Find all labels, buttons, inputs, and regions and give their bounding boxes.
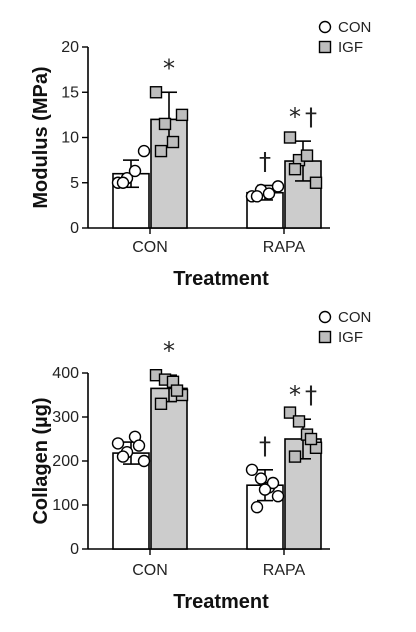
annotation-dagger: † bbox=[259, 432, 271, 460]
data-point bbox=[288, 450, 302, 463]
data-point bbox=[258, 483, 272, 496]
data-point bbox=[132, 439, 146, 452]
data-point bbox=[288, 162, 302, 176]
legend-marker-square bbox=[318, 330, 332, 344]
data-point bbox=[137, 144, 151, 158]
legend-label: CON bbox=[338, 19, 371, 36]
data-point bbox=[254, 472, 268, 485]
data-point bbox=[128, 164, 142, 178]
data-point bbox=[170, 384, 184, 397]
legend-label: CON bbox=[338, 309, 371, 326]
annotation-asterisk: * bbox=[163, 54, 175, 82]
bar bbox=[150, 118, 188, 229]
data-point bbox=[158, 117, 172, 131]
legend-label: IGF bbox=[338, 329, 363, 346]
data-point bbox=[116, 450, 130, 463]
data-point bbox=[283, 131, 297, 144]
x-axis-label: Treatment bbox=[173, 591, 269, 613]
y-tick-label: 300 bbox=[52, 409, 79, 426]
data-point bbox=[283, 406, 297, 419]
annotation-dagger: † bbox=[305, 381, 317, 409]
y-tick-label: 0 bbox=[70, 541, 79, 558]
legend-label: IGF bbox=[338, 39, 363, 56]
annotation-dagger: † bbox=[305, 103, 317, 131]
data-point bbox=[304, 432, 318, 446]
annotation-dagger: † bbox=[259, 147, 271, 175]
annotation-asterisk: * bbox=[289, 103, 301, 131]
y-axis-label: Collagen (µg) bbox=[30, 397, 52, 524]
x-tick-label: CON bbox=[132, 239, 168, 256]
y-tick-label: 100 bbox=[52, 497, 79, 514]
y-tick-label: 0 bbox=[70, 220, 79, 237]
legend-marker-circle bbox=[318, 310, 332, 324]
bar bbox=[112, 452, 150, 550]
y-axis-label: Modulus (MPa) bbox=[30, 66, 52, 208]
x-axis-label: Treatment bbox=[173, 268, 269, 290]
data-point bbox=[271, 180, 285, 193]
data-point bbox=[166, 135, 180, 149]
data-point bbox=[137, 454, 151, 468]
data-point bbox=[245, 463, 259, 476]
data-point bbox=[309, 176, 323, 189]
legend-marker-square bbox=[318, 40, 332, 54]
data-point bbox=[271, 490, 285, 503]
x-tick-label: CON bbox=[132, 562, 168, 579]
y-tick-label: 5 bbox=[70, 175, 79, 192]
data-point bbox=[111, 437, 125, 450]
data-point bbox=[154, 397, 168, 410]
data-point bbox=[149, 86, 163, 99]
annotation-asterisk: * bbox=[289, 381, 301, 409]
data-point bbox=[250, 190, 264, 203]
bar bbox=[150, 387, 188, 550]
x-tick-label: RAPA bbox=[263, 239, 306, 256]
data-point bbox=[292, 415, 306, 428]
annotation-asterisk: * bbox=[163, 337, 175, 365]
y-tick-label: 20 bbox=[61, 39, 79, 56]
legend-marker-circle bbox=[318, 20, 332, 34]
data-point bbox=[154, 144, 168, 158]
data-point bbox=[262, 187, 276, 200]
y-tick-label: 200 bbox=[52, 453, 79, 470]
y-tick-label: 400 bbox=[52, 365, 79, 382]
data-point bbox=[266, 476, 280, 490]
data-point bbox=[116, 176, 130, 189]
data-point bbox=[175, 108, 189, 122]
y-tick-label: 10 bbox=[61, 130, 79, 147]
x-tick-label: RAPA bbox=[263, 562, 306, 579]
data-point bbox=[300, 149, 314, 162]
y-tick-label: 15 bbox=[61, 84, 79, 101]
data-point bbox=[250, 501, 264, 514]
